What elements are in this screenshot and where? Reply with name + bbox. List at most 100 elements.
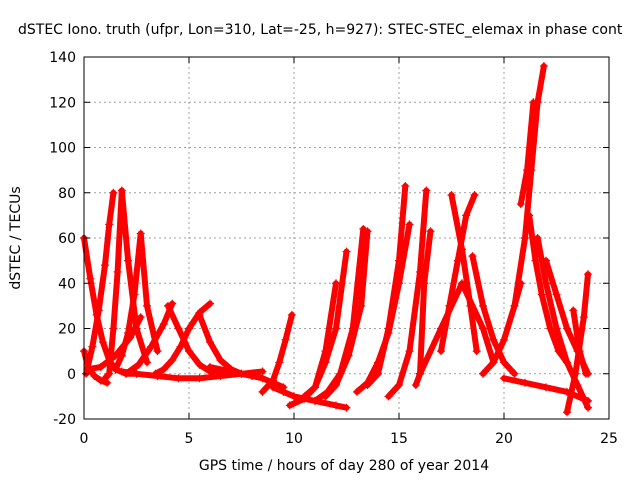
data-point (525, 211, 534, 220)
data-point (216, 372, 225, 381)
data-series (258, 310, 296, 396)
data-point (357, 301, 366, 310)
data-point (159, 319, 168, 328)
data-point (422, 186, 431, 195)
data-point (206, 362, 214, 371)
data-point (206, 299, 214, 308)
data-point (332, 324, 340, 333)
data-point (332, 381, 340, 390)
data-point (363, 227, 372, 236)
data-point (132, 369, 141, 378)
data-point (411, 381, 420, 390)
data-point (342, 403, 351, 412)
data-point (195, 360, 204, 369)
data-point (552, 324, 561, 333)
data-point (571, 369, 580, 378)
x-axis-label: GPS time / hours of day 280 of year 2014 (199, 458, 489, 474)
y-tick-label: 40 (58, 276, 76, 292)
data-point (374, 358, 382, 367)
data-point (563, 358, 571, 367)
plot-frame (83, 56, 610, 420)
data-point (539, 62, 548, 71)
data-series (510, 62, 548, 310)
y-tick-label: 140 (49, 50, 76, 66)
x-tick-label: 15 (390, 431, 408, 447)
data-point (542, 279, 550, 288)
y-axis-label: dSTEC / TECUs (8, 186, 24, 289)
data-point (523, 166, 532, 175)
data-series (101, 186, 151, 383)
data-point (96, 362, 105, 371)
data-point (311, 383, 319, 392)
data-point (420, 279, 429, 288)
data-point (176, 342, 185, 351)
data-series (500, 374, 592, 405)
data-point (117, 367, 126, 376)
data-point (159, 365, 168, 374)
data-point (94, 306, 103, 315)
data-point (575, 347, 584, 356)
data-point (136, 313, 145, 322)
data-point (489, 335, 498, 344)
data-point (529, 98, 538, 107)
data-point (111, 351, 120, 360)
data-series (321, 227, 372, 401)
data-point (479, 301, 487, 310)
data-point (185, 347, 193, 356)
data-point (275, 358, 284, 367)
data-point (88, 342, 97, 351)
data-point (521, 378, 529, 387)
data-point (321, 392, 330, 401)
data-point (384, 392, 393, 401)
data-point (479, 324, 487, 333)
data-point (281, 335, 290, 344)
series-line (526, 212, 570, 366)
data-point (416, 369, 424, 378)
data-point (500, 358, 508, 367)
x-tick-label: 20 (495, 431, 513, 447)
data-point (248, 372, 256, 381)
data-point (395, 279, 403, 288)
data-series (122, 299, 177, 378)
data-point (579, 313, 588, 322)
data-point (437, 324, 445, 333)
data-series (468, 252, 519, 378)
data-point (111, 365, 120, 374)
data-point (500, 374, 508, 383)
data-point (195, 374, 204, 383)
series-line (207, 364, 287, 391)
data-point (552, 290, 561, 299)
data-point (269, 383, 277, 392)
data-point (405, 347, 414, 356)
data-point (516, 200, 525, 209)
data-point (581, 369, 590, 378)
data-point (300, 392, 309, 401)
data-point (168, 356, 177, 365)
data-point (489, 358, 498, 367)
y-tick-label: 60 (58, 231, 76, 247)
y-tick-label: 100 (49, 141, 76, 157)
series-line (102, 187, 150, 382)
data-point (105, 369, 114, 378)
x-tick-label: 25 (600, 431, 618, 447)
data-point (584, 270, 592, 279)
y-tick-label: 80 (58, 186, 76, 202)
data-point (153, 372, 162, 381)
data-series (416, 279, 498, 378)
data-point (174, 324, 183, 333)
data-series (84, 313, 145, 374)
data-point (531, 256, 540, 265)
data-series (111, 229, 162, 374)
data-series (353, 220, 414, 396)
data-point (462, 211, 471, 220)
data-point (563, 387, 571, 396)
data-point (453, 256, 462, 265)
chart-title: dSTEC Iono. truth (ufpr, Lon=310, Lat=-2… (18, 22, 623, 38)
data-point (563, 408, 571, 417)
data-point (98, 338, 107, 347)
series-line (83, 189, 117, 377)
data-point (258, 387, 267, 396)
data-point (533, 234, 542, 242)
data-series (300, 247, 351, 401)
